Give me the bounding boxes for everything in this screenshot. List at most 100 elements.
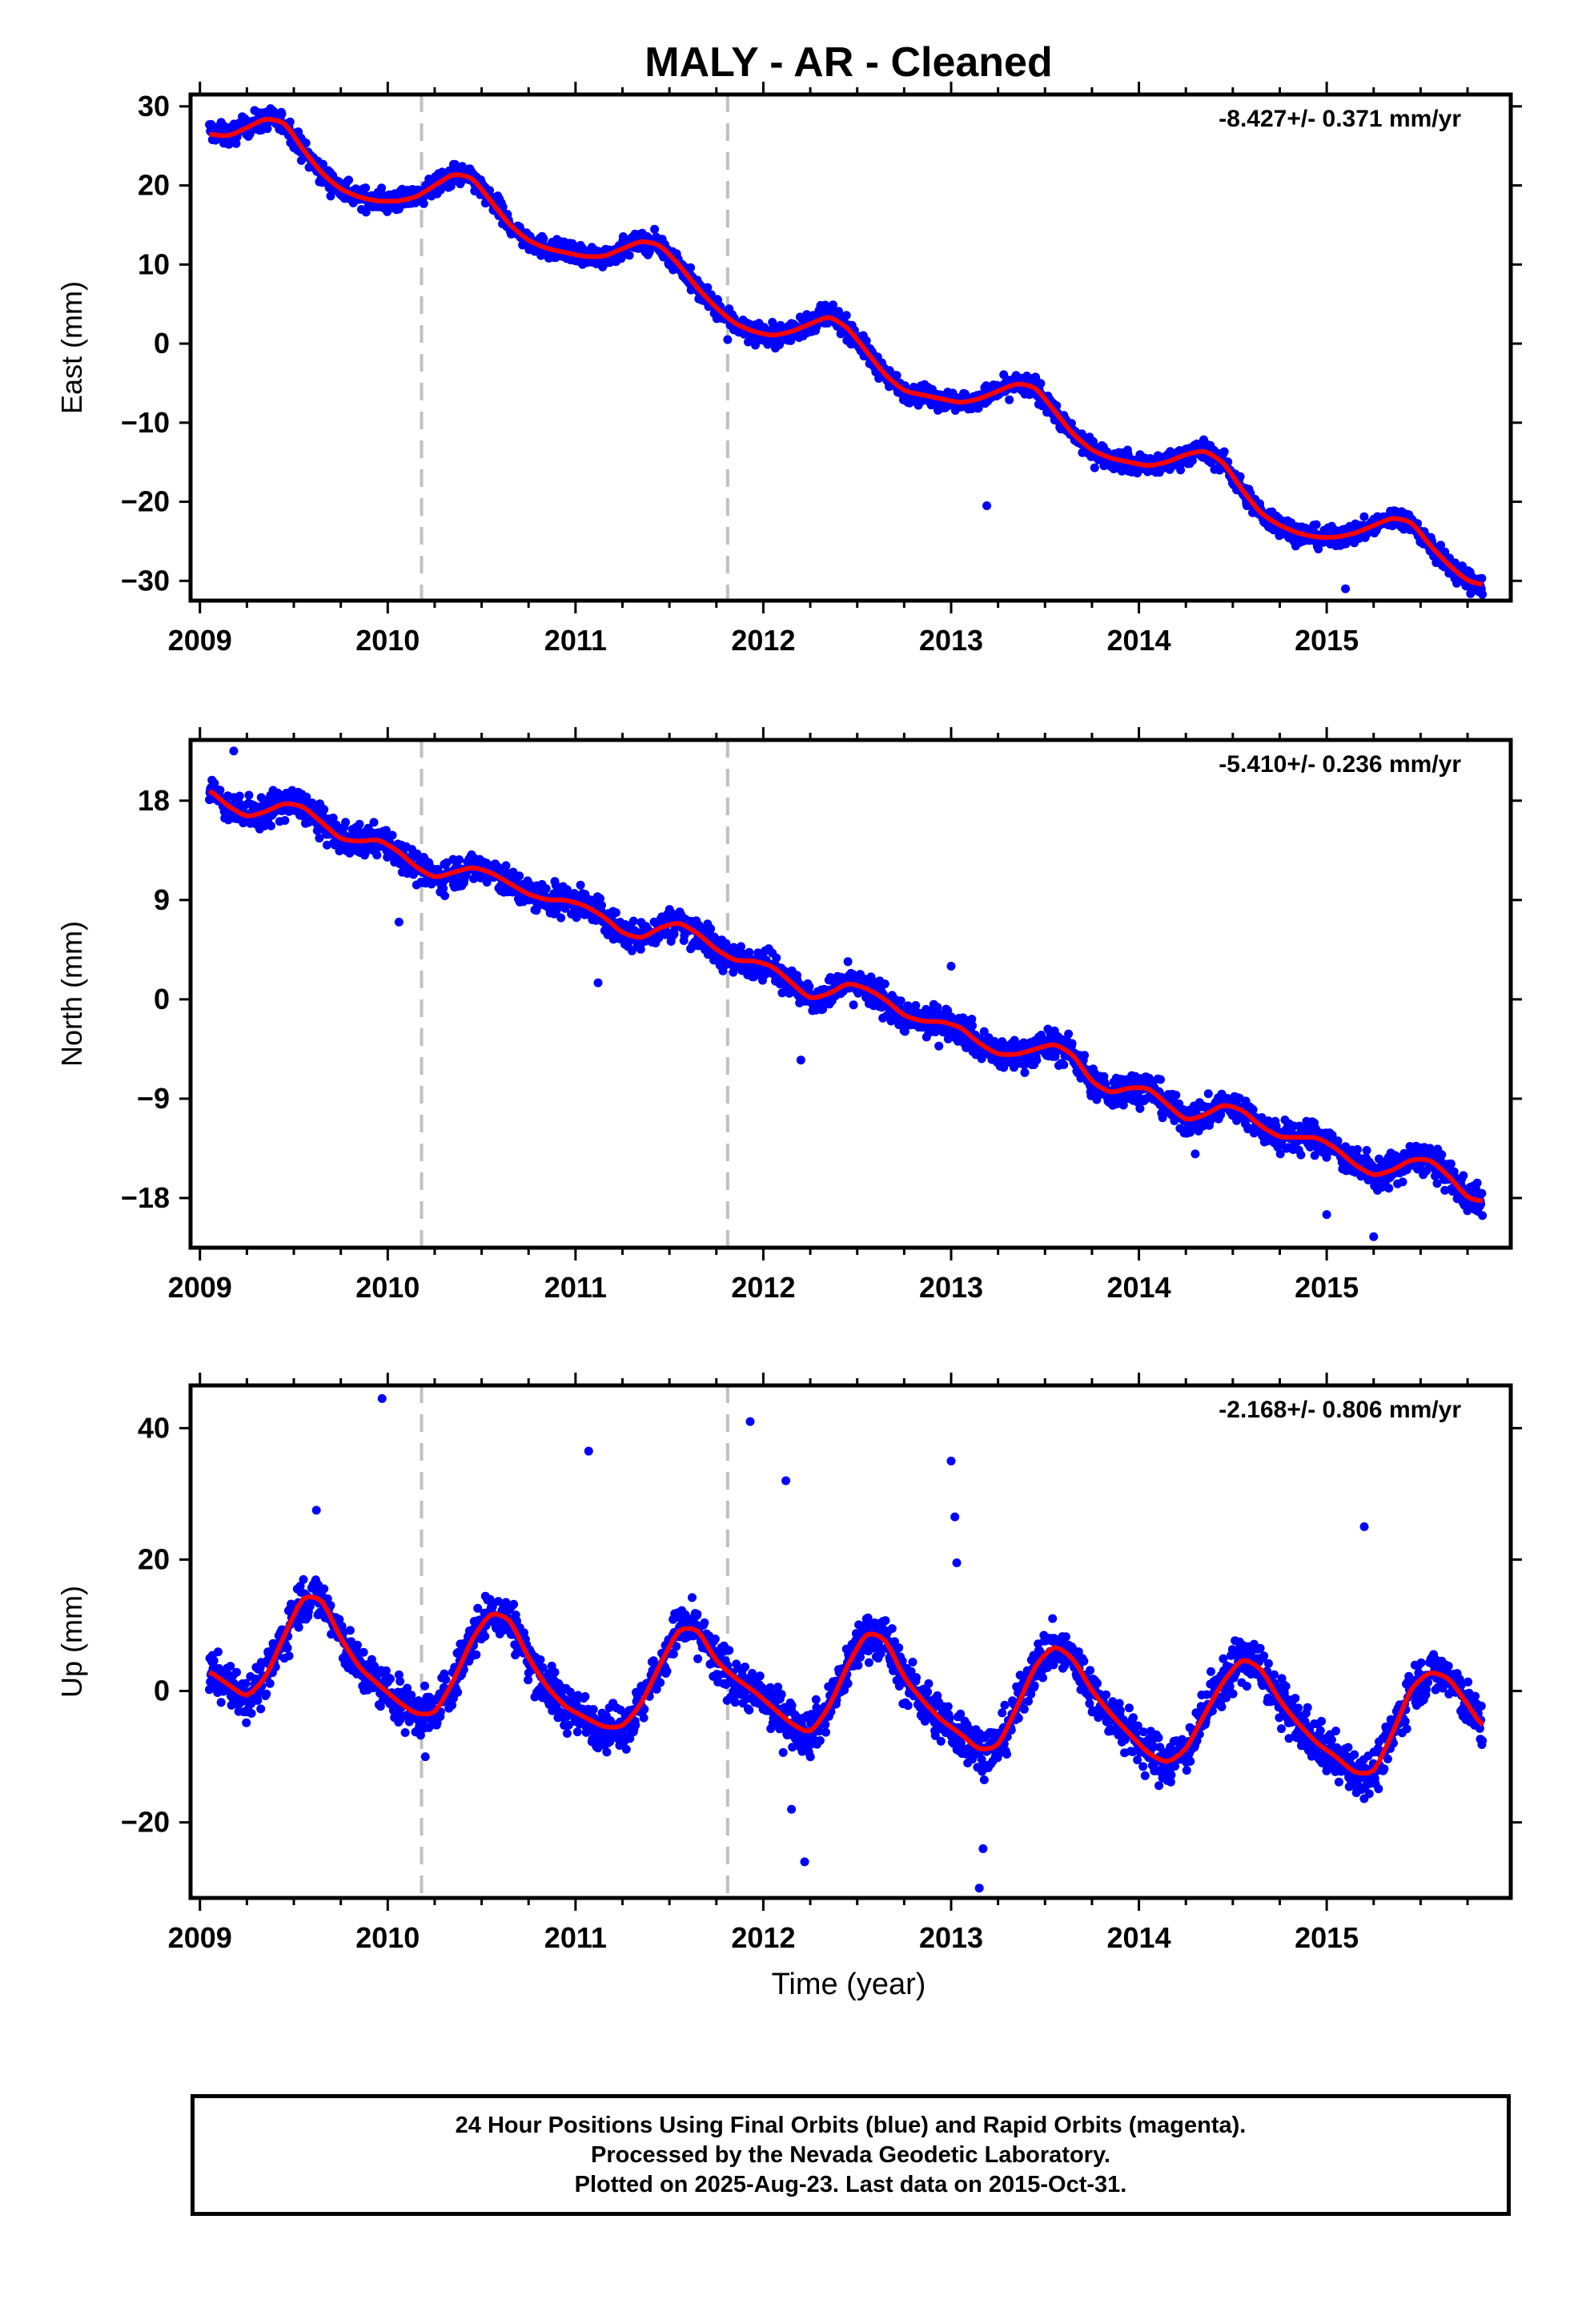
data-point [1066,419,1076,428]
y-tick-label: −18 [121,1181,170,1214]
data-point [597,900,606,910]
outlier-point [1191,1149,1200,1159]
data-point [624,251,634,260]
data-point [1359,512,1369,521]
data-point [1187,456,1197,465]
daily-positions [205,1574,1488,1803]
daily-positions [205,775,1488,1220]
data-point [1478,589,1488,599]
y-axis-label: East (mm) [55,281,88,414]
y-tick-label: 10 [138,247,170,280]
data-point [541,884,551,894]
outlier-point [946,962,956,971]
x-tick-label: 2011 [544,1271,607,1304]
data-point [1436,541,1445,550]
data-point [703,283,713,292]
outlier-point [593,978,603,987]
data-point [319,805,329,814]
data-point [341,818,351,827]
x-tick-label: 2010 [355,624,420,657]
data-point [934,1041,944,1051]
velocity-rate-label: -8.427+/- 0.371 mm/yr [1219,106,1461,132]
data-point [968,1021,977,1031]
x-tick-label: 2014 [1107,1271,1171,1304]
outlier-point [1369,1232,1379,1241]
data-point [244,790,254,800]
data-point [1176,465,1186,475]
data-point [372,850,382,860]
data-point [1446,1159,1456,1168]
data-point [1032,1055,1042,1065]
x-tick-label: 2009 [168,1271,232,1304]
data-point [1090,463,1099,472]
data-point [285,117,295,127]
data-point [1020,1068,1030,1077]
data-point [419,199,428,208]
x-tick-label: 2015 [1295,624,1359,657]
outlier-point [796,1055,805,1065]
model-fit-line [208,116,1484,587]
outlier-point [394,917,404,927]
data-point [841,311,851,320]
plot-frame [188,738,1513,1250]
data-point [880,979,889,989]
outlier-point [982,501,992,510]
x-tick-label: 2015 [1295,1271,1359,1304]
data-point [440,891,450,900]
data-point [772,953,781,963]
y-tick-label: −20 [121,485,170,518]
data-point [377,183,387,193]
data-point [369,818,379,827]
y-tick-label: 30 [138,90,170,123]
data-point [1059,1060,1069,1069]
data-point [355,819,364,829]
data-point [455,855,464,864]
x-tick-label: 2012 [731,624,795,657]
y-tick-label: 18 [138,784,170,817]
data-point [1333,1136,1343,1146]
data-point [515,871,524,881]
data-point [1036,379,1046,388]
data-point [861,336,871,345]
x-tick-label: 2011 [544,624,607,657]
data-point [209,1656,219,1666]
data-point [556,913,566,923]
data-point [436,185,445,195]
data-point [361,183,371,193]
data-point [280,816,290,825]
data-point [344,175,353,185]
data-point [1135,1104,1145,1113]
data-point [1384,1184,1394,1193]
x-tick-label: 2014 [1107,624,1171,657]
outlier-point [229,746,239,756]
outlier-point [1322,1210,1331,1220]
x-tick-label: 2013 [919,1271,983,1304]
data-point [1311,520,1321,529]
figure-title: MALY - AR - Cleaned [644,39,1053,86]
data-point [1437,1150,1447,1160]
data-point [1398,1177,1407,1187]
outlier-point [1341,584,1351,593]
data-point [896,996,905,1006]
x-tick-label: 2010 [355,1271,420,1304]
y-tick-label: 0 [154,983,170,1015]
y-axis-label: North (mm) [55,921,88,1067]
data-point [1064,1029,1074,1039]
data-point [849,1000,858,1010]
x-tick-label: 2012 [731,1271,795,1304]
data-point [1478,1211,1488,1220]
data-point [1314,545,1323,553]
data-point [1005,395,1014,404]
daily-positions [205,104,1488,599]
data-point [1248,1105,1258,1115]
data-point [1080,1051,1089,1060]
data-point [1203,1089,1213,1099]
data-point [277,109,287,119]
data-point [1156,1075,1165,1084]
data-point [1353,1144,1362,1154]
data-point [232,1667,241,1677]
